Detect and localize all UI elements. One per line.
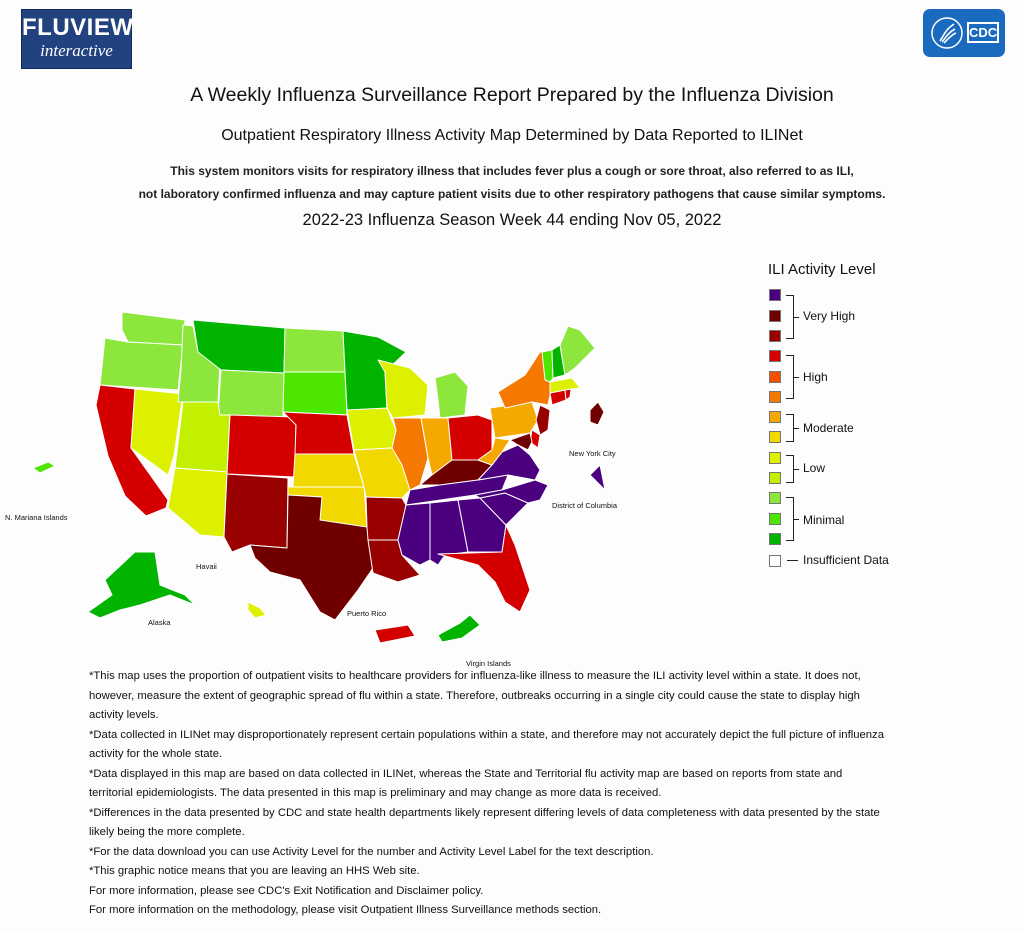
fluview-logo-title: FLUVIEW [22,14,134,41]
state-HI [247,601,267,619]
description-line-2: not laboratory confirmed influenza and m… [138,187,886,201]
legend-swatch [769,350,781,362]
state-OH [447,414,493,461]
state-NJ [535,404,551,436]
legend-swatch [769,533,781,545]
note-1: *This map uses the proportion of outpati… [89,670,861,721]
note-2: *Data collected in ILINet may disproport… [89,728,884,761]
state-ME [559,325,596,376]
state-SD [282,371,348,416]
map-description: This system monitors visits for respirat… [0,160,1024,206]
legend-swatch [769,371,781,383]
legend-bracket-very-high [786,295,799,339]
note-5: *For the data download you can use Activ… [89,845,654,858]
legend-swatch [769,391,781,403]
state-FL [437,524,531,613]
legend-label-low: Low [803,461,826,475]
legend-swatch [769,555,781,567]
fluview-logo-subtitle: interactive [40,41,113,60]
label-new-york-city: New York City [569,449,616,458]
state-PA [489,401,539,439]
legend-swatch [769,411,781,423]
note-methodology-link[interactable]: For more information on the methodology,… [89,904,602,916]
state-MA [549,377,581,394]
state-NV [130,388,184,476]
cdc-logo-text: CDC [967,22,999,43]
state-MD [509,432,533,451]
legend-swatch [769,310,781,322]
state-WA [121,311,186,346]
label-alaska: Alaska [148,618,171,627]
state-ID [177,324,221,403]
note-exit-notification-link[interactable]: For more information, please see CDC's E… [89,884,484,897]
legend-label-moderate: Moderate [803,421,854,435]
report-title: A Weekly Influenza Surveillance Report P… [190,84,834,106]
legend-label-insufficient-data: Insufficient Data [803,553,889,567]
state-KS [292,453,365,488]
legend-swatch [769,513,781,525]
state-MI [434,371,469,419]
season-week-title: 2022-23 Influenza Season Week 44 ending … [302,211,722,229]
state-PR [374,624,416,644]
note-3: *Data displayed in this map are based on… [89,767,843,800]
state-NC [474,479,549,504]
legend-insufficient-dash [787,560,798,561]
map-notes: *This map uses the proportion of outpati… [89,667,889,921]
state-RI [564,388,572,401]
state-DC [589,464,606,491]
state-CO [226,414,297,478]
hhs-eagle-icon [931,17,963,49]
legend-swatch [769,330,781,342]
state-NM [223,473,289,553]
label-n-mariana-islands: N. Mariana Islands [5,513,68,522]
legend-title: ILI Activity Level [768,261,876,278]
cdc-logo[interactable]: CDC [923,9,1005,57]
legend-label-minimal: Minimal [803,513,845,527]
fluview-logo[interactable]: FLUVIEW interactive [21,9,134,69]
state-IA [346,407,397,451]
state-VI [437,614,481,643]
label-district-of-columbia: District of Columbia [552,501,618,510]
state-TN [405,474,509,506]
legend-bracket-high [786,355,799,399]
note-4: *Differences in the data presented by CD… [89,806,880,839]
state-VT [541,349,554,383]
state-TX [249,494,374,621]
label-hawaii: Havaii [196,562,217,571]
legend-bracket-low [786,455,799,483]
state-MP [32,461,56,474]
label-puerto-rico: Puerto Rico [347,609,387,618]
legend-swatch [769,472,781,484]
legend-swatch [769,289,781,301]
legend-bracket-minimal [786,497,799,541]
legend-swatch [769,431,781,443]
map-title: Outpatient Respiratory Illness Activity … [221,127,803,144]
label-virgin-islands: Virgin Islands [466,659,511,668]
state-AK [87,551,196,619]
legend-swatch [769,492,781,504]
state-WY [217,369,285,418]
legend-swatch [769,452,781,464]
state-ND [283,327,346,373]
note-6: *This graphic notice means that you are … [89,865,420,877]
legend-label-very-high: Very High [803,309,856,323]
description-line-1: This system monitors visits for respirat… [170,164,854,178]
state-NYC [589,401,605,426]
state-AZ [167,467,228,538]
state-WI [377,359,429,419]
legend-label-high: High [803,370,828,384]
state-OR [99,337,184,391]
legend-bracket-moderate [786,414,799,442]
ili-activity-map [32,311,606,644]
